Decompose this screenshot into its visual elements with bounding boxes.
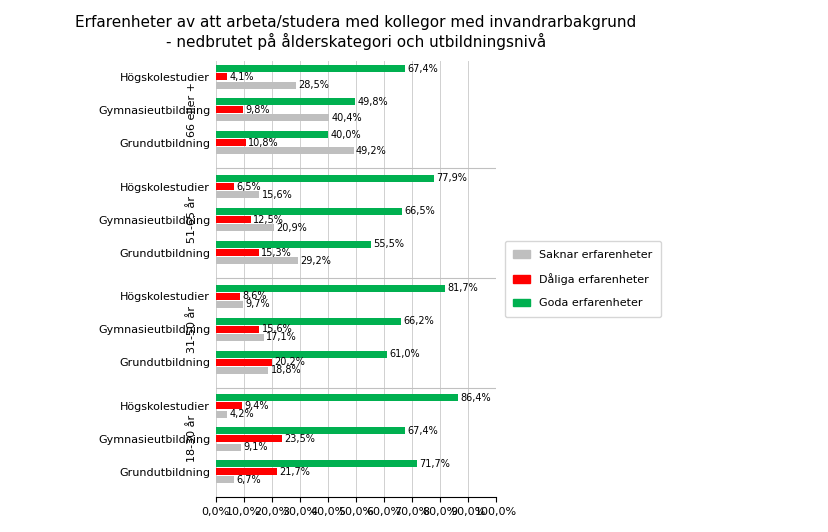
Bar [215, 402, 242, 410]
Bar [215, 477, 234, 484]
Bar [215, 257, 297, 264]
Text: 49,2%: 49,2% [355, 146, 386, 156]
Bar [215, 216, 250, 223]
Text: 86,4%: 86,4% [460, 393, 490, 403]
Bar [215, 241, 371, 248]
Text: 55,5%: 55,5% [373, 239, 404, 250]
Bar [215, 427, 404, 434]
Bar [215, 139, 246, 146]
Bar [215, 106, 243, 113]
Text: 9,4%: 9,4% [244, 401, 268, 411]
Legend: Saknar erfarenheter, Dåliga erfarenheter, Goda erfarenheter: Saknar erfarenheter, Dåliga erfarenheter… [504, 241, 661, 317]
Bar [215, 351, 387, 358]
Bar [215, 131, 328, 138]
Text: 67,4%: 67,4% [407, 64, 437, 74]
Bar [215, 367, 268, 374]
Text: 49,8%: 49,8% [357, 97, 388, 107]
Text: 18-30 år: 18-30 år [186, 415, 196, 462]
Text: 4,2%: 4,2% [229, 409, 254, 419]
Text: 9,8%: 9,8% [245, 105, 270, 115]
Bar [215, 326, 259, 332]
Bar [215, 183, 233, 190]
Text: 67,4%: 67,4% [407, 426, 437, 436]
Bar [215, 175, 434, 182]
Bar [215, 147, 354, 154]
Bar [215, 224, 274, 231]
Text: 15,6%: 15,6% [262, 190, 292, 200]
Bar [215, 334, 263, 341]
Bar [215, 285, 445, 292]
Text: 6,5%: 6,5% [236, 181, 261, 192]
Text: 9,7%: 9,7% [245, 300, 269, 310]
Text: 31-50 år: 31-50 år [186, 306, 196, 353]
Text: 6,7%: 6,7% [237, 475, 261, 485]
Text: 12,5%: 12,5% [253, 214, 283, 225]
Bar [215, 65, 404, 72]
Bar [215, 293, 239, 300]
Bar [215, 249, 258, 256]
Title: Erfarenheter av att arbeta/studera med kollegor med invandrarbakgrund
- nedbrute: Erfarenheter av att arbeta/studera med k… [75, 15, 636, 50]
Bar [215, 114, 329, 121]
Text: 40,4%: 40,4% [331, 113, 362, 123]
Text: 4,1%: 4,1% [229, 72, 253, 82]
Bar [215, 191, 259, 198]
Bar [215, 411, 227, 418]
Text: 40,0%: 40,0% [330, 130, 360, 140]
Bar [215, 359, 272, 365]
Text: 66,5%: 66,5% [404, 206, 435, 217]
Text: 15,3%: 15,3% [261, 247, 291, 257]
Text: 71,7%: 71,7% [419, 459, 450, 469]
Text: 20,9%: 20,9% [277, 223, 307, 232]
Text: 29,2%: 29,2% [300, 255, 330, 265]
Text: 61,0%: 61,0% [388, 349, 419, 359]
Text: 66 eller +: 66 eller + [186, 82, 196, 137]
Bar [215, 98, 355, 105]
Bar [215, 435, 282, 443]
Text: 17,1%: 17,1% [266, 332, 296, 343]
Text: 81,7%: 81,7% [446, 283, 477, 293]
Bar [215, 444, 241, 451]
Text: 77,9%: 77,9% [436, 173, 467, 184]
Bar [215, 208, 402, 215]
Bar [215, 460, 416, 467]
Text: 21,7%: 21,7% [278, 467, 310, 477]
Text: 23,5%: 23,5% [283, 434, 315, 444]
Bar [215, 301, 243, 308]
Bar [215, 81, 296, 88]
Bar [215, 318, 401, 325]
Text: 18,8%: 18,8% [271, 365, 301, 375]
Text: 28,5%: 28,5% [297, 80, 329, 90]
Text: 51-65 år: 51-65 år [186, 196, 196, 243]
Bar [215, 73, 227, 80]
Text: 20,2%: 20,2% [274, 357, 306, 367]
Text: 8,6%: 8,6% [242, 292, 267, 301]
Bar [215, 394, 458, 401]
Text: 15,6%: 15,6% [262, 324, 292, 334]
Text: 9,1%: 9,1% [243, 442, 267, 452]
Text: 10,8%: 10,8% [248, 138, 278, 148]
Text: 66,2%: 66,2% [403, 316, 434, 326]
Bar [215, 468, 277, 476]
